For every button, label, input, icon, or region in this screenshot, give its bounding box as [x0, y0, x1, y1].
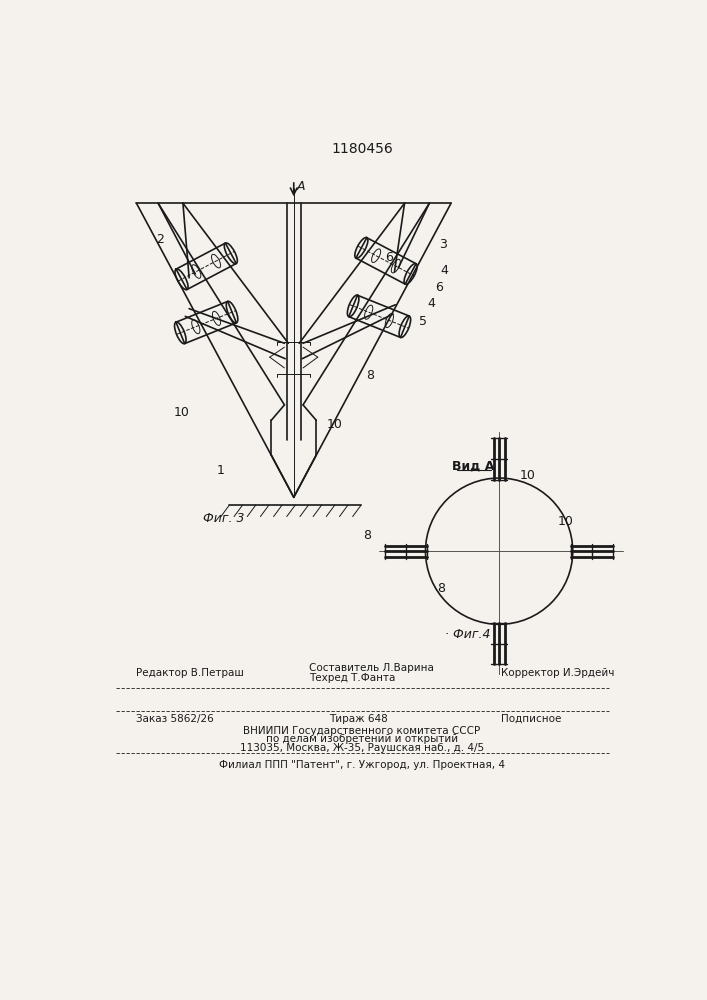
Text: Филиал ППП "Патент", г. Ужгород, ул. Проектная, 4: Филиал ППП "Патент", г. Ужгород, ул. Про… — [219, 760, 505, 770]
Text: 113035, Москва, Ж-35, Раушская наб., д. 4/5: 113035, Москва, Ж-35, Раушская наб., д. … — [240, 743, 484, 753]
Text: Редактор В.Петраш: Редактор В.Петраш — [136, 668, 245, 678]
Text: Заказ 5862/26: Заказ 5862/26 — [136, 714, 214, 724]
Text: 10: 10 — [327, 418, 343, 431]
Text: 4: 4 — [428, 297, 436, 310]
Text: 10: 10 — [558, 515, 574, 528]
Text: 10: 10 — [173, 406, 189, 419]
Text: Фиг. 3: Фиг. 3 — [203, 512, 245, 525]
Text: 3: 3 — [440, 238, 448, 251]
Text: 10: 10 — [519, 469, 535, 482]
Text: 4: 4 — [440, 264, 448, 277]
Text: 5: 5 — [419, 315, 426, 328]
Text: 1180456: 1180456 — [331, 142, 393, 156]
Text: 1: 1 — [216, 464, 224, 477]
Text: Подписное: Подписное — [501, 714, 562, 724]
Text: Вид A: Вид A — [452, 460, 495, 473]
Text: 6: 6 — [436, 281, 443, 294]
Text: 8: 8 — [363, 529, 371, 542]
Text: A: A — [297, 180, 305, 193]
Text: Техред Т.Фанта: Техред Т.Фанта — [309, 673, 396, 683]
Text: · Фиг.4: · Фиг.4 — [445, 628, 491, 641]
Text: 8: 8 — [437, 582, 445, 595]
Text: 6: 6 — [385, 251, 393, 264]
Text: ВНИИПИ Государственного комитета СССР: ВНИИПИ Государственного комитета СССР — [243, 726, 481, 736]
Text: по делам изобретений и открытий: по делам изобретений и открытий — [266, 734, 458, 744]
Text: Корректор И.Эрдейч: Корректор И.Эрдейч — [501, 668, 615, 678]
Text: 2: 2 — [156, 233, 165, 246]
Text: Тираж 648: Тираж 648 — [329, 714, 387, 724]
Text: 8: 8 — [366, 369, 374, 382]
Text: Составитель Л.Варина: Составитель Л.Варина — [309, 663, 434, 673]
